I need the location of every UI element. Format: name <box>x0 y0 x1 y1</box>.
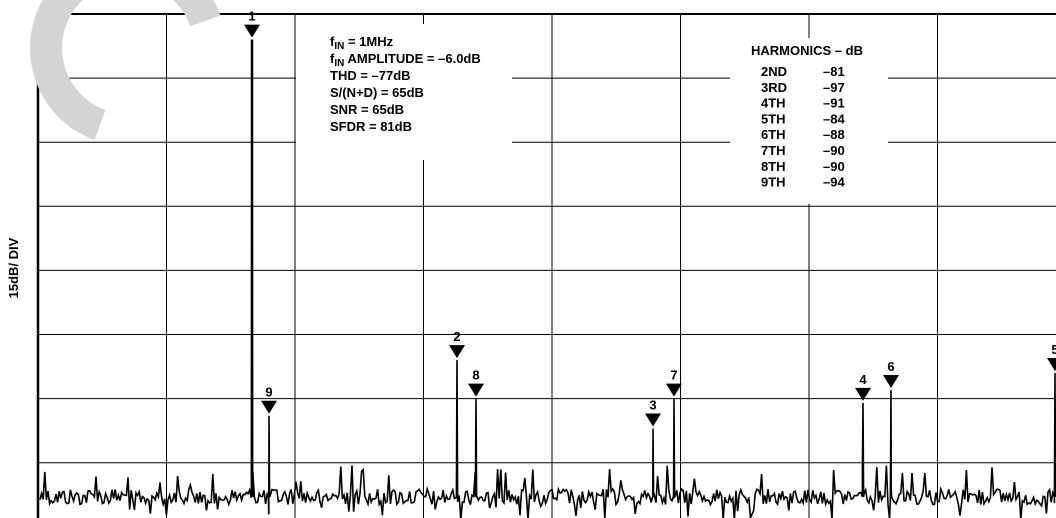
condition-main: SFDR = 81dB <box>330 119 412 134</box>
marker-2-triangle <box>449 345 465 359</box>
condition-line: THD = –77dB <box>330 68 411 83</box>
marker-4-label: 4 <box>859 372 867 387</box>
spectrum-trace <box>39 39 1056 518</box>
harmonic-markers: 1 2 3 4 5 6 7 8 9 <box>244 9 1056 427</box>
harmonic-order: 9TH <box>761 175 786 190</box>
harmonic-value: –81 <box>823 64 845 79</box>
condition-main: THD = –77dB <box>330 68 411 83</box>
conditions-backdrop <box>296 24 512 160</box>
marker-9-triangle <box>261 400 277 414</box>
harmonic-order: 3RD <box>761 80 787 95</box>
marker-5-triangle <box>1047 357 1056 371</box>
marker-7-triangle <box>666 383 682 397</box>
condition-subscript: IN <box>334 58 344 69</box>
harmonic-value: –90 <box>823 159 845 174</box>
harmonic-order: 5TH <box>761 111 786 126</box>
y-axis-label: 15dB/ DIV <box>6 237 21 298</box>
harmonic-order: 4TH <box>761 96 786 111</box>
harmonic-value: –97 <box>823 80 845 95</box>
marker-1-label: 1 <box>248 9 255 24</box>
marker-9-label: 9 <box>265 385 272 400</box>
condition-main: f <box>330 51 335 66</box>
harmonics-table: HARMONICS – dB 2ND –81 3RD –97 4TH –91 5TH –84 6T… <box>730 38 888 204</box>
condition-line: fIN AMPLITUDE = –6.0dB <box>330 51 481 69</box>
harmonic-order: 6TH <box>761 127 786 142</box>
condition-main: S/(N+D) = 65dB <box>330 85 424 100</box>
grid <box>36 13 1056 518</box>
harmonics-title: HARMONICS – dB <box>751 43 863 58</box>
harmonic-value: –91 <box>823 96 845 111</box>
marker-8-triangle <box>468 383 484 397</box>
harmonic-order: 7TH <box>761 143 786 158</box>
marker-6-triangle <box>883 375 899 389</box>
harmonic-value: –90 <box>823 143 845 158</box>
condition-line: fIN = 1MHz <box>330 34 394 52</box>
condition-subscript: IN <box>334 41 344 52</box>
condition-line: S/(N+D) = 65dB <box>330 85 424 100</box>
marker-2-label: 2 <box>453 329 460 344</box>
harmonic-value: –94 <box>823 175 845 190</box>
harmonic-order: 8TH <box>761 159 786 174</box>
marker-3-triangle <box>645 413 661 427</box>
condition-main: f <box>330 34 335 49</box>
condition-rest: = 1MHz <box>344 34 393 49</box>
marker-4-triangle <box>855 387 871 401</box>
marker-3-label: 3 <box>649 398 656 413</box>
marker-5-label: 5 <box>1051 342 1056 357</box>
condition-rest: AMPLITUDE = –6.0dB <box>344 51 480 66</box>
condition-line: SNR = 65dB <box>330 102 404 117</box>
harmonic-value: –88 <box>823 127 845 142</box>
harmonics-backdrop <box>730 38 888 204</box>
spectrum-line <box>39 39 1056 518</box>
condition-line: SFDR = 81dB <box>330 119 412 134</box>
marker-6-label: 6 <box>887 359 894 374</box>
marker-1-triangle <box>244 24 260 38</box>
harmonic-order: 2ND <box>761 64 787 79</box>
watermark-ring <box>29 0 226 146</box>
marker-7-label: 7 <box>670 368 677 383</box>
marker-8-label: 8 <box>472 368 479 383</box>
harmonic-value: –84 <box>823 111 845 126</box>
condition-main: SNR = 65dB <box>330 102 404 117</box>
